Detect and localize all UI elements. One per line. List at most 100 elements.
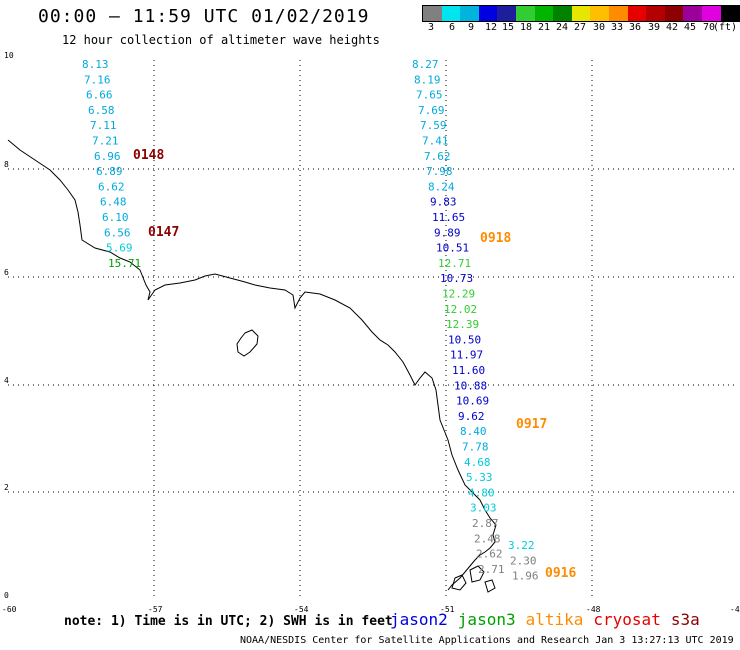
legend-label: 39 xyxy=(647,22,661,33)
wave-height-value: 7.21 xyxy=(92,135,119,148)
wave-height-value: 2.87 xyxy=(472,517,499,530)
lat-lon-grid xyxy=(8,60,736,600)
y-tick-label: 2 xyxy=(4,483,9,492)
pass-time-label: 0918 xyxy=(480,231,511,246)
color-scale-labels: 3 6 9 12 15 18 21 24 27 30 33 36 39 42 45 70 (ft) xyxy=(422,22,737,34)
wave-height-value: 7.11 xyxy=(90,119,117,132)
legend-label: 36 xyxy=(628,22,642,33)
wave-height-value: 10.88 xyxy=(454,379,487,392)
wave-height-value: 6.10 xyxy=(102,211,129,224)
legend-swatch xyxy=(515,6,535,21)
legend-swatch xyxy=(460,6,479,21)
legend-label: 30 xyxy=(592,22,606,33)
wave-height-value: 4.68 xyxy=(464,456,491,469)
y-tick-label: 8 xyxy=(4,160,9,169)
coastline xyxy=(7,139,497,591)
wave-height-value: 10.69 xyxy=(456,395,489,408)
wave-height-value: 12.39 xyxy=(446,318,479,331)
wave-height-value: 12.29 xyxy=(442,288,475,301)
wave-height-value: 8.40 xyxy=(460,425,487,438)
satellite-name: jason2 xyxy=(390,610,448,629)
units-note: note: 1) Time is in UTC; 2) SWH is in fe… xyxy=(64,614,393,629)
legend-swatch xyxy=(720,6,740,21)
satellite-name: altika xyxy=(525,610,584,629)
wave-height-value: 6.56 xyxy=(104,226,131,239)
wave-height-value: 11.65 xyxy=(432,211,465,224)
wave-height-value: 10.73 xyxy=(440,272,473,285)
island-outline xyxy=(236,329,259,357)
legend-swatch xyxy=(608,6,628,21)
legend-label: 42 xyxy=(665,22,679,33)
legend-swatch xyxy=(571,6,591,21)
y-tick-label: 0 xyxy=(4,591,9,600)
x-tick-label: -54 xyxy=(294,605,309,614)
wave-value-labels: 8.13 7.16 6.66 6.58 7.11 7.21 6.96 6.89 6.62 6.48… xyxy=(82,58,576,583)
legend-swatch xyxy=(553,6,572,21)
x-tick-label: -60 xyxy=(2,605,17,614)
legend-swatch xyxy=(701,6,721,21)
legend-label: (ft) xyxy=(712,22,738,33)
wave-height-value: 8.19 xyxy=(414,73,441,86)
satellite-legend: jason2 jason3 altika cryosat s3a xyxy=(390,610,710,629)
y-tick-label: 6 xyxy=(4,268,9,277)
legend-swatch xyxy=(423,6,442,21)
satellite-name: s3a xyxy=(670,610,700,629)
legend-label: 27 xyxy=(573,22,587,33)
wave-height-value: 8.13 xyxy=(82,58,109,71)
legend-swatch xyxy=(497,6,516,21)
x-tick-label: -57 xyxy=(148,605,163,614)
wave-height-value: 15.71 xyxy=(108,257,141,270)
legend-label: 6 xyxy=(448,22,456,33)
wave-height-value: 6.48 xyxy=(100,196,127,209)
legend-swatch xyxy=(627,6,647,21)
wave-height-value: 3.03 xyxy=(470,502,497,515)
map-subtitle: 12 hour collection of altimeter wave hei… xyxy=(62,33,380,47)
pass-time-label: 0916 xyxy=(545,566,576,581)
legend-swatch xyxy=(478,6,498,21)
x-tick-label: -48 xyxy=(586,605,601,614)
wave-height-value: 9.89 xyxy=(434,226,461,239)
wave-height-value: 6.89 xyxy=(96,165,123,178)
wave-height-value: 2.71 xyxy=(478,563,505,576)
legend-label: 9 xyxy=(467,22,475,33)
pass-time-label: 0148 xyxy=(133,148,164,163)
wave-height-value: 2.30 xyxy=(510,554,537,567)
legend-label: 45 xyxy=(683,22,697,33)
x-tick-label: -45 xyxy=(730,605,740,614)
legend-label: 12 xyxy=(484,22,498,33)
legend-swatch xyxy=(646,6,665,21)
wave-height-value: 2.48 xyxy=(474,532,501,545)
wave-height-value: 7.59 xyxy=(420,119,447,132)
x-tick-label: -51 xyxy=(440,605,455,614)
wave-height-value: 12.71 xyxy=(438,257,471,270)
axis-labels: -60 -57 -54 -51 -48 -45 0 2 4 6 8 10 xyxy=(2,51,740,614)
y-tick-label: 4 xyxy=(4,376,9,385)
wave-height-value: 7.16 xyxy=(84,73,111,86)
wave-height-value: 10.51 xyxy=(436,242,469,255)
satellite-name: cryosat xyxy=(593,610,661,629)
legend-label: 3 xyxy=(427,22,435,33)
legend-swatch xyxy=(534,6,554,21)
legend-swatch xyxy=(590,6,609,21)
wave-height-value: 5.69 xyxy=(106,242,133,255)
wave-height-value: 8.27 xyxy=(412,58,439,71)
wave-height-value: 3.22 xyxy=(508,539,535,552)
y-tick-label: 10 xyxy=(4,51,14,60)
wave-height-value: 7.69 xyxy=(418,104,445,117)
wave-height-value: 6.96 xyxy=(94,150,121,163)
wave-height-value: 8.24 xyxy=(428,180,455,193)
wave-height-value: 7.41 xyxy=(422,135,449,148)
color-scale-legend xyxy=(422,5,740,22)
wave-height-value: 2.62 xyxy=(476,548,503,561)
wave-height-value: 6.58 xyxy=(88,104,115,117)
wave-height-value: 9.62 xyxy=(458,410,485,423)
wave-height-value: 7.98 xyxy=(426,165,453,178)
wave-height-value: 11.97 xyxy=(450,349,483,362)
wave-height-value: 7.62 xyxy=(424,150,451,163)
legend-label: 70 xyxy=(702,22,716,33)
delta-islands xyxy=(451,565,496,593)
satellite-name: jason3 xyxy=(457,610,516,629)
legend-label: 33 xyxy=(610,22,624,33)
legend-swatch xyxy=(664,6,684,21)
